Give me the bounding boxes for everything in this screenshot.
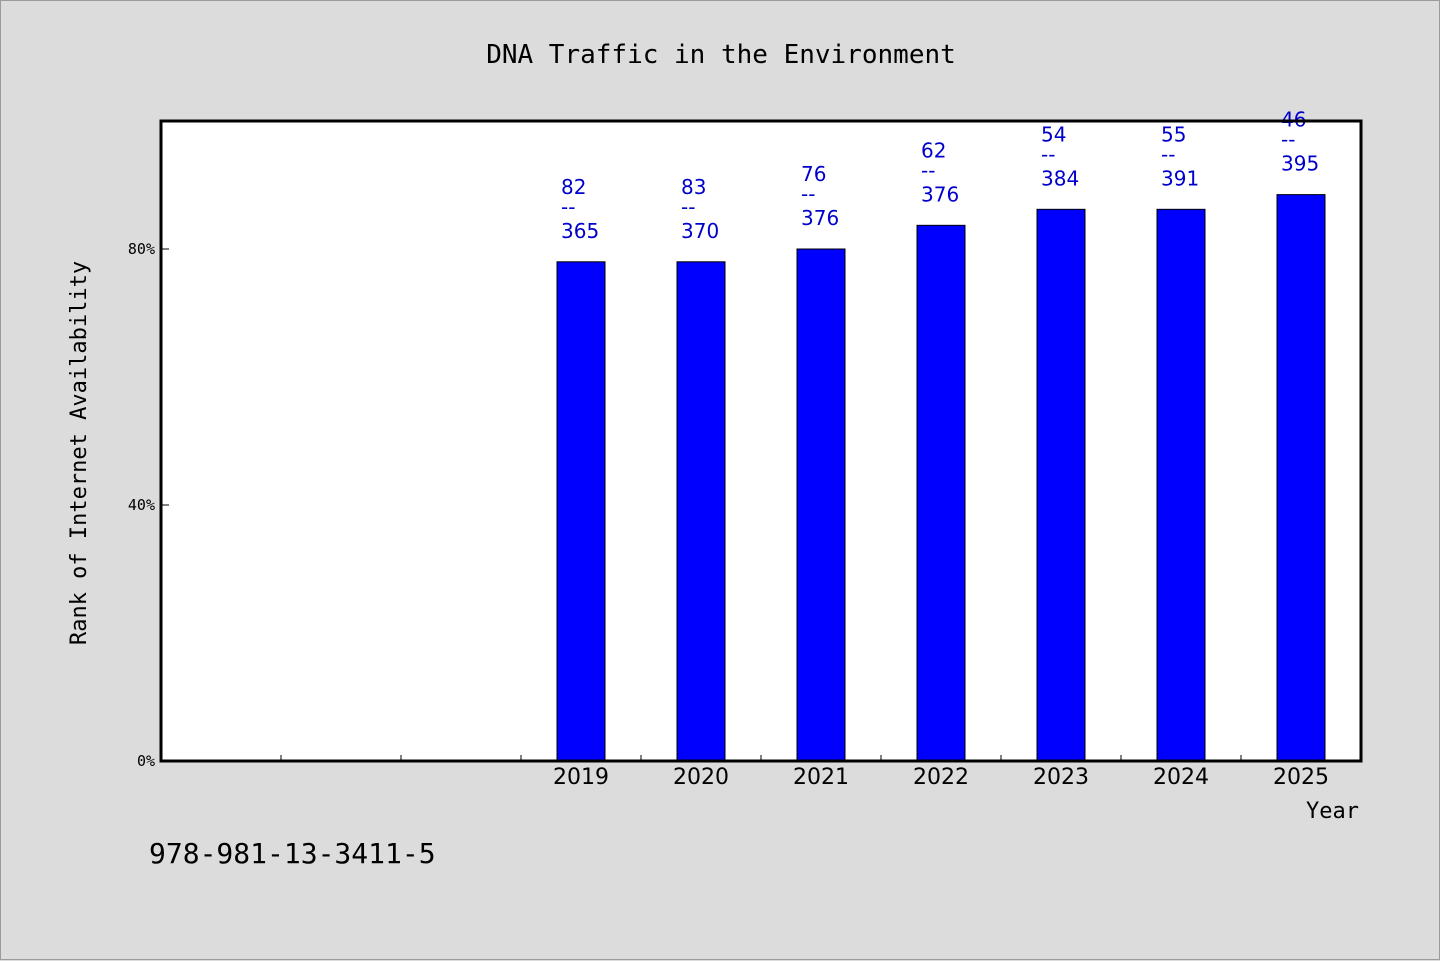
data-label-top-2023: 54 (1041, 122, 1066, 146)
x-axis: 2019 2020 2021 2022 2023 2024 2025 (280, 755, 1329, 790)
data-label-bottom-2021: 376 (801, 206, 839, 230)
bars-group (556, 194, 1326, 762)
x-tick-label-2021: 2021 (793, 765, 849, 790)
y-tick-label: 0% (137, 752, 155, 770)
x-tick-label-2023: 2023 (1033, 765, 1089, 790)
bar-2024 (1156, 208, 1206, 762)
data-label-top-2024: 55 (1161, 122, 1186, 146)
data-label-separator-2020: -- (681, 195, 695, 219)
y-axis: 0% 40% 80% (128, 240, 169, 770)
x-axis-title: Year (1306, 799, 1359, 824)
data-label-bottom-2023: 384 (1041, 166, 1079, 190)
x-tick-label-2022: 2022 (913, 765, 969, 790)
data-label-separator-2023: -- (1041, 142, 1055, 166)
data-label-separator-2024: -- (1161, 142, 1175, 166)
data-label-bottom-2019: 365 (561, 219, 599, 243)
data-label-separator-2025: -- (1281, 128, 1295, 152)
bar-2025 (1276, 194, 1326, 762)
x-tick-label-2019: 2019 (553, 765, 609, 790)
data-label-bottom-2025: 395 (1281, 152, 1319, 176)
data-label-separator-2019: -- (561, 195, 575, 219)
data-label-bottom-2024: 391 (1161, 166, 1199, 190)
data-label-top-2021: 76 (801, 162, 826, 186)
bar-2021 (796, 248, 846, 762)
chart-title: DNA Traffic in the Environment (486, 40, 956, 70)
x-tick-label-2024: 2024 (1153, 765, 1209, 790)
data-label-bottom-2022: 376 (921, 182, 959, 206)
data-label-top-2022: 62 (921, 138, 946, 162)
y-tick-label: 80% (128, 240, 155, 258)
bar-2023 (1036, 208, 1086, 762)
y-axis-title: Rank of Internet Availability (67, 261, 92, 645)
data-label-top-2019: 82 (561, 175, 586, 199)
footer-isbn: 978-981-13-3411-5 (149, 837, 436, 870)
bar-2022 (916, 224, 966, 762)
data-label-bottom-2020: 370 (681, 219, 719, 243)
data-label-separator-2021: -- (801, 182, 815, 206)
bar-2019 (556, 261, 606, 762)
bar-2020 (676, 261, 726, 762)
data-label-separator-2022: -- (921, 158, 935, 182)
x-tick-label-2020: 2020 (673, 765, 729, 790)
data-label-top-2020: 83 (681, 175, 706, 199)
x-tick-label-2025: 2025 (1273, 765, 1329, 790)
data-labels-group: 82--36583--37076--37662--37654--38455--3… (561, 108, 1319, 243)
y-tick-label: 40% (128, 496, 155, 514)
